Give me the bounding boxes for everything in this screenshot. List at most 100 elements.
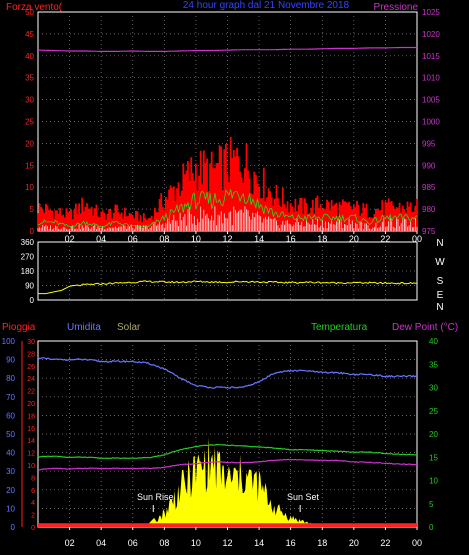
x-tick-label: 10 xyxy=(191,234,201,244)
wind-y-tick-label: 25 xyxy=(25,118,34,127)
humidity-series xyxy=(37,356,418,389)
x-tick-label: 14 xyxy=(254,234,264,244)
x-tick-label: 04 xyxy=(96,538,106,548)
legend-rain: Pioggia xyxy=(2,322,36,333)
humidity-y-tick-label: 60 xyxy=(6,411,15,420)
direction-grid xyxy=(38,242,417,300)
wind-pressure-panel: Forza vento( 24 hour graph dal 21 Novemb… xyxy=(6,0,440,244)
climate-panel: Pioggia Umidita Solar Temperatura Dew Po… xyxy=(2,322,459,548)
wind-gust-series xyxy=(37,206,418,231)
x-tick-label: 14 xyxy=(254,538,264,548)
legend-humidity: Umidita xyxy=(67,322,101,333)
humidity-y-tick-label: 80 xyxy=(6,374,15,383)
wind-y-tick-label: 35 xyxy=(25,74,34,83)
pressure-y-tick-label: 1015 xyxy=(422,52,440,61)
compass-label: W xyxy=(435,257,445,268)
rain-y-tick-label: 14 xyxy=(27,438,35,445)
temperature-y-tick-label: 30 xyxy=(429,384,438,393)
direction-y-tick-label: 0 xyxy=(30,296,35,305)
pressure-y-tick-label: 980 xyxy=(422,205,436,214)
direction-y-tick-label: 360 xyxy=(21,238,35,247)
x-tick-label: 20 xyxy=(349,234,359,244)
dewpoint-series xyxy=(37,458,418,471)
rain-y-tick-label: 12 xyxy=(27,451,35,458)
rain-y-tick-label: 0 xyxy=(31,525,35,532)
x-tick-label: 18 xyxy=(317,538,327,548)
wind-y-tick-label: 40 xyxy=(25,52,34,61)
pressure-y-tick-label: 1005 xyxy=(422,96,440,105)
direction-y-tick-labels: 0 90 180 270 360 xyxy=(21,238,35,305)
x-tick-label: 10 xyxy=(191,538,201,548)
temperature-series xyxy=(37,443,418,460)
rain-series xyxy=(38,523,417,527)
humidity-y-tick-label: 10 xyxy=(6,504,15,513)
temperature-y-tick-label: 5 xyxy=(429,500,434,509)
wind-series xyxy=(37,46,418,231)
temperature-y-tick-label: 0 xyxy=(429,523,434,532)
wind-y-tick-label: 20 xyxy=(25,139,34,148)
legend-solar: Solar xyxy=(117,322,141,333)
humidity-y-tick-label: 70 xyxy=(6,393,15,402)
wind-axis-title: Forza vento( xyxy=(6,2,63,13)
rain-y-tick-label: 22 xyxy=(27,389,35,396)
humidity-y-tick-label: 20 xyxy=(6,486,15,495)
wind-avg-series xyxy=(37,189,418,228)
rain-y-tick-label: 24 xyxy=(27,376,35,383)
temperature-y-tick-label: 25 xyxy=(429,407,438,416)
temperature-y-tick-label: 35 xyxy=(429,360,438,369)
compass-label: E xyxy=(437,290,444,301)
x-tick-label: 02 xyxy=(65,538,75,548)
humidity-y-tick-label: 30 xyxy=(6,467,15,476)
rain-y-tick-label: 4 xyxy=(31,500,35,507)
pressure-y-tick-labels: 975 980 985 990 995 1000 1005 1010 1015 1020 1025 xyxy=(422,8,440,236)
pressure-y-tick-label: 985 xyxy=(422,183,436,192)
x-tick-label: 08 xyxy=(159,234,169,244)
x-tick-label: 22 xyxy=(380,234,390,244)
direction-y-tick-label: 180 xyxy=(21,267,35,276)
pressure-y-tick-label: 1025 xyxy=(422,8,440,17)
legend-dewpoint: Dew Point (°C) xyxy=(392,322,458,333)
x-tick-label: 12 xyxy=(222,234,232,244)
rain-y-tick-label: 20 xyxy=(27,401,35,408)
humidity-y-tick-labels: 0 10 20 30 40 50 60 70 80 90 100 xyxy=(2,337,16,532)
rain-y-tick-label: 30 xyxy=(27,339,35,346)
x-tick-label: 06 xyxy=(128,538,138,548)
x-tick-label: 04 xyxy=(96,234,106,244)
rain-y-tick-label: 18 xyxy=(27,413,35,420)
pressure-y-tick-label: 1020 xyxy=(422,30,440,39)
wind-y-tick-labels: 0 5 10 15 20 25 30 35 40 45 50 xyxy=(25,8,34,236)
temperature-y-tick-labels: 0 5 10 15 20 25 30 35 40 xyxy=(429,337,438,532)
rain-y-tick-label: 6 xyxy=(31,488,35,495)
pressure-y-tick-label: 995 xyxy=(422,139,436,148)
wind-y-tick-label: 0 xyxy=(30,227,35,236)
rain-y-tick-label: 8 xyxy=(31,475,35,482)
temperature-y-tick-label: 20 xyxy=(429,430,438,439)
direction-series xyxy=(38,280,418,295)
x-tick-label: 08 xyxy=(159,538,169,548)
direction-series xyxy=(38,280,418,295)
pressure-y-tick-label: 975 xyxy=(422,227,436,236)
solar-area xyxy=(38,436,417,527)
humidity-y-tick-label: 0 xyxy=(11,523,16,532)
climate-grid xyxy=(38,341,417,527)
x-tick-label: 18 xyxy=(317,234,327,244)
wind-y-tick-label: 30 xyxy=(25,96,34,105)
x-tick-label: 16 xyxy=(286,234,296,244)
wind-y-tick-label: 45 xyxy=(25,30,34,39)
temperature-y-tick-label: 40 xyxy=(429,337,438,346)
humidity-y-tick-label: 90 xyxy=(6,356,15,365)
pressure-axis-title: Pressione xyxy=(374,2,419,13)
pressure-y-tick-label: 1000 xyxy=(422,118,440,127)
temperature-y-tick-label: 10 xyxy=(429,477,438,486)
pressure-y-tick-label: 1010 xyxy=(422,74,440,83)
rain-y-tick-label: 10 xyxy=(27,463,35,470)
rain-y-tick-label: 26 xyxy=(27,364,35,371)
wind-max-series xyxy=(37,136,418,231)
humidity-y-tick-label: 100 xyxy=(2,337,16,346)
x-tick-label: 22 xyxy=(380,538,390,548)
x-tick-label: 20 xyxy=(349,538,359,548)
